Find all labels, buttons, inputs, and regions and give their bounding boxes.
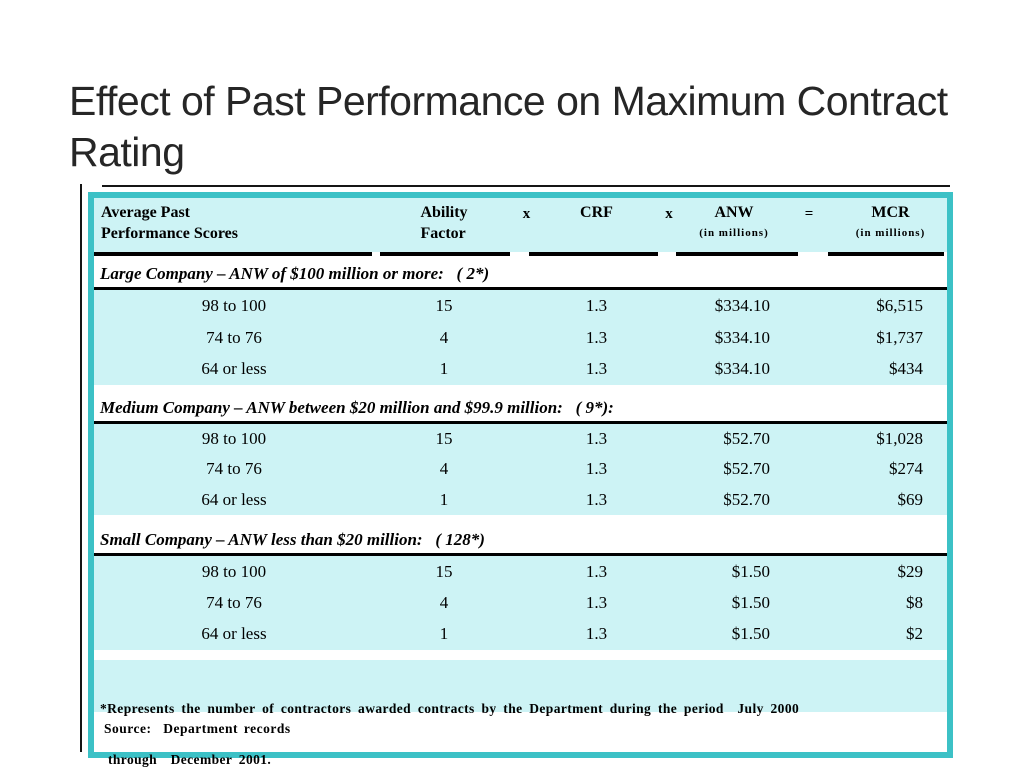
cell-scores: 74 to 76: [206, 592, 262, 612]
rating-table: Average Past Performance Scores Ability …: [88, 192, 953, 767]
cell-anw: $1.50: [731, 561, 770, 581]
cell-scores: 74 to 76: [206, 327, 262, 347]
footnote-line2: through December 2001.: [108, 752, 272, 767]
cell-anw: $334.10: [714, 295, 770, 315]
section-rows-large-company: 98 to 100 15 1.3 $334.10 $6,515 74 to 76…: [94, 290, 947, 385]
cell-scores: 64 or less: [201, 359, 267, 379]
cell-crf: 1.3: [585, 359, 608, 379]
table-row: 98 to 100 15 1.3 $334.10 $6,515: [94, 290, 947, 322]
col-header-anw-sub: (in millions): [699, 227, 769, 239]
cell-ability: 4: [439, 592, 449, 612]
cell-crf: 1.3: [585, 295, 608, 315]
col-header-scores-line1: Average Past: [101, 204, 190, 221]
table-header-row: Average Past Performance Scores Ability …: [94, 198, 947, 256]
cell-anw: $1.50: [731, 592, 770, 612]
col-header-mcr-sub: (in millions): [855, 227, 926, 239]
cell-scores: 98 to 100: [201, 429, 267, 449]
col-header-anw-label: ANW: [714, 204, 754, 221]
cell-crf: 1.3: [585, 459, 608, 479]
cell-scores: 74 to 76: [206, 459, 262, 479]
col-header-mcr: MCR (in millions): [828, 202, 947, 256]
section-rows-small-company: 98 to 100 15 1.3 $1.50 $29 74 to 76 4 1.…: [94, 556, 947, 650]
cell-crf: 1.3: [585, 561, 608, 581]
scan-artifact-line-left: [80, 184, 82, 752]
scan-artifact-line-top: [102, 185, 950, 187]
col-header-ability-factor: Ability Factor: [374, 202, 514, 256]
cell-crf: 1.3: [585, 327, 608, 347]
cell-anw: $52.70: [723, 429, 770, 449]
footnote-line1: *Represents the number of contractors aw…: [100, 701, 800, 716]
col-header-ability-line2: Factor: [420, 225, 466, 242]
cell-ability: 15: [435, 429, 453, 449]
equals-sign: =: [804, 206, 814, 222]
slide-title: Effect of Past Performance on Maximum Co…: [69, 78, 948, 175]
footnote: *Represents the number of contractors aw…: [94, 660, 947, 767]
source-note: Source: Department records: [94, 712, 947, 752]
cell-scores: 98 to 100: [201, 295, 267, 315]
cell-ability: 15: [435, 561, 453, 581]
col-header-scores-line2: Performance Scores: [101, 225, 238, 242]
col-header-crf: CRF: [529, 202, 658, 256]
cell-ability: 1: [439, 359, 449, 379]
section-header-medium-company: Medium Company – ANW between $20 million…: [94, 396, 947, 424]
cell-mcr: $8: [906, 592, 923, 612]
table-row: 74 to 76 4 1.3 $334.10 $1,737: [94, 322, 947, 354]
cell-ability: 1: [439, 489, 449, 509]
cell-crf: 1.3: [585, 624, 608, 644]
table-row: 74 to 76 4 1.3 $1.50 $8: [94, 587, 947, 618]
cell-scores: 64 or less: [201, 624, 267, 644]
section-header-large-company: Large Company – ANW of $100 million or m…: [94, 262, 947, 290]
multiply-sign-2: x: [665, 206, 673, 222]
table-row: 64 or less 1 1.3 $52.70 $69: [94, 485, 947, 515]
cell-anw: $1.50: [731, 624, 770, 644]
cell-crf: 1.3: [585, 489, 608, 509]
cell-anw: $52.70: [723, 459, 770, 479]
cell-mcr: $1,028: [876, 429, 923, 449]
cell-mcr: $2: [906, 624, 923, 644]
cell-mcr: $29: [897, 561, 924, 581]
cell-mcr: $69: [897, 489, 924, 509]
col-header-scores: Average Past Performance Scores: [94, 202, 374, 256]
cell-mcr: $1,737: [876, 327, 923, 347]
multiply-sign-1: x: [522, 206, 531, 222]
cell-mcr: $6,515: [876, 295, 923, 315]
cell-ability: 4: [439, 327, 449, 347]
cell-ability: 4: [439, 459, 449, 479]
table-row: 98 to 100 15 1.3 $1.50 $29: [94, 556, 947, 587]
table-row: 64 or less 1 1.3 $1.50 $2: [94, 619, 947, 650]
table-row: 74 to 76 4 1.3 $52.70 $274: [94, 454, 947, 484]
cell-ability: 1: [439, 624, 449, 644]
cell-crf: 1.3: [585, 429, 608, 449]
cell-scores: 64 or less: [201, 489, 267, 509]
col-header-mcr-label: MCR: [871, 204, 910, 221]
cell-anw: $334.10: [714, 359, 770, 379]
cell-scores: 98 to 100: [201, 561, 267, 581]
cell-anw: $52.70: [723, 489, 770, 509]
col-header-anw: ANW (in millions): [676, 202, 798, 256]
table-row: 98 to 100 15 1.3 $52.70 $1,028: [94, 424, 947, 454]
cell-mcr: $434: [889, 359, 923, 379]
section-header-small-company: Small Company – ANW less than $20 millio…: [94, 528, 947, 556]
cell-crf: 1.3: [585, 592, 608, 612]
cell-mcr: $274: [889, 459, 923, 479]
cell-ability: 15: [435, 295, 453, 315]
col-header-ability-line1: Ability: [420, 204, 468, 221]
cell-anw: $334.10: [714, 327, 770, 347]
section-rows-medium-company: 98 to 100 15 1.3 $52.70 $1,028 74 to 76 …: [94, 424, 947, 515]
table-row: 64 or less 1 1.3 $334.10 $434: [94, 353, 947, 385]
